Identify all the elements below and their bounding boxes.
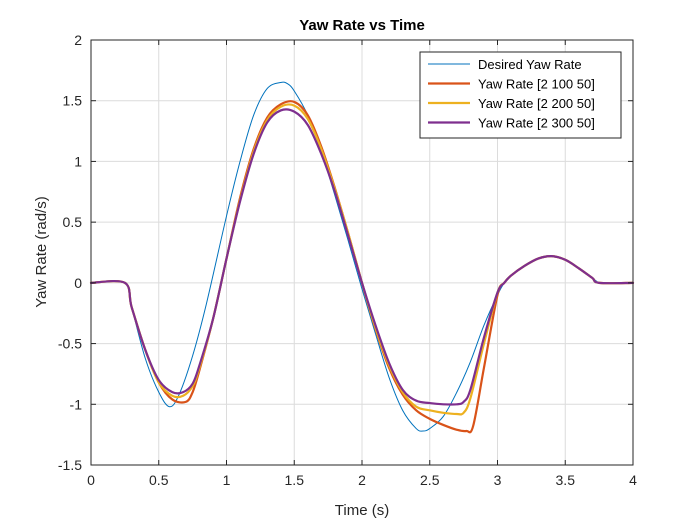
x-axis-label: Time (s) bbox=[335, 502, 389, 519]
x-tick-label: 1.5 bbox=[285, 472, 305, 488]
series-line-3 bbox=[89, 108, 635, 406]
chart-title: Yaw Rate vs Time bbox=[299, 17, 425, 34]
axis-ticks: 0 0.5 1 1.5 2 2.5 3 3.5 4 -1.5 -1 -0.5 0 0.5 1 1.5 2 bbox=[58, 32, 637, 488]
y-axis-label: Yaw Rate (rad/s) bbox=[33, 196, 50, 307]
legend-entry-label: Yaw Rate [2 100 50] bbox=[478, 77, 595, 92]
y-tick-label: 1.5 bbox=[63, 93, 83, 109]
y-tick-label: -1 bbox=[70, 396, 83, 412]
x-tick-label: 2 bbox=[358, 472, 366, 488]
y-tick-label: -0.5 bbox=[58, 336, 82, 352]
y-tick-label: -1.5 bbox=[58, 457, 82, 473]
legend-entry-label: Yaw Rate [2 200 50] bbox=[478, 96, 595, 111]
y-tick-label: 1 bbox=[74, 153, 82, 169]
y-tick-label: 0.5 bbox=[63, 214, 83, 230]
x-tick-label: 1 bbox=[223, 472, 231, 488]
x-tick-label: 3 bbox=[494, 472, 502, 488]
legend: Desired Yaw Rate Yaw Rate [2 100 50] Yaw R… bbox=[419, 51, 622, 139]
legend-box bbox=[419, 51, 622, 139]
x-tick-label: 0 bbox=[87, 472, 95, 488]
x-tick-label: 3.5 bbox=[556, 472, 576, 488]
x-tick-label: 0.5 bbox=[149, 472, 169, 488]
x-tick-label: 4 bbox=[629, 472, 637, 488]
y-tick-label: 2 bbox=[74, 32, 82, 48]
x-tick-label: 2.5 bbox=[420, 472, 440, 488]
y-tick-label: 0 bbox=[74, 275, 82, 291]
legend-entry-label: Desired Yaw Rate bbox=[478, 57, 582, 72]
legend-entry-label: Yaw Rate [2 300 50] bbox=[478, 116, 595, 131]
series-layer bbox=[89, 81, 635, 434]
